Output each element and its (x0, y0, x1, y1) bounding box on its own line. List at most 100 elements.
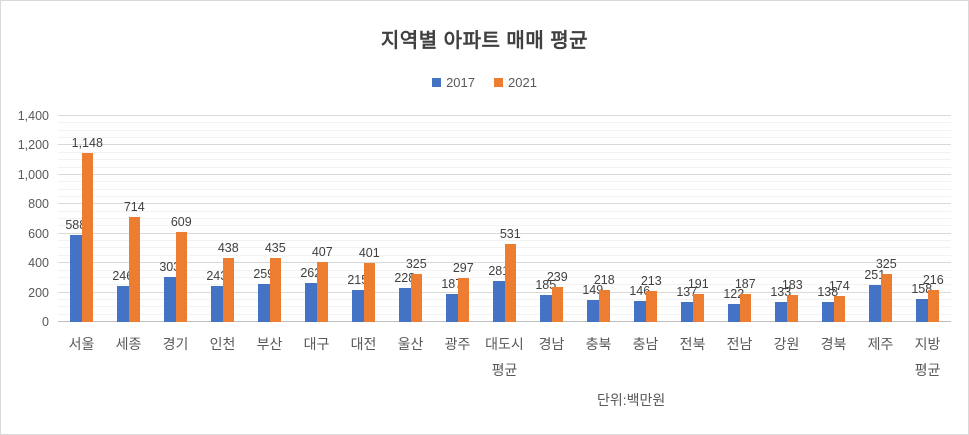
data-label-2017: 187 (441, 277, 463, 292)
x-tick-label: 대구 (303, 336, 330, 352)
gridline-major (58, 232, 951, 234)
y-tick-label: 400 (28, 256, 49, 271)
data-label-2021: 191 (687, 276, 709, 291)
data-label-2017: 185 (535, 277, 557, 292)
y-axis: 0 200 400 600 800 1,000 1,200 1,400 (1, 109, 49, 329)
bar-2017 (493, 280, 505, 322)
bar-2017 (399, 288, 411, 322)
chart-title: 지역별 아파트 매매 평균 (380, 30, 589, 52)
bar-2017 (728, 304, 740, 322)
bar-2021 (692, 293, 704, 322)
data-label-2017: 215 (347, 273, 369, 288)
gridline-major (58, 144, 951, 146)
gridline-minor (58, 151, 951, 153)
data-label-2021: 609 (170, 215, 192, 230)
x-tick-label: 충남 (632, 336, 659, 352)
bar-2021 (598, 289, 610, 322)
x-tick-label: 경기 (162, 336, 189, 352)
gridline-minor (58, 166, 951, 168)
data-label-2021: 187 (734, 277, 756, 292)
data-label-2021: 325 (875, 257, 897, 272)
bar-2021 (927, 290, 939, 322)
legend-swatch-2021-icon (494, 78, 503, 87)
bar-2021 (551, 286, 563, 322)
bar-2017 (916, 298, 928, 322)
data-label-2021: 216 (922, 273, 944, 288)
legend-label-2021: 2021 (508, 75, 537, 90)
data-label-2021: 174 (828, 279, 850, 294)
data-label-2021: 239 (546, 269, 568, 284)
x-tick-label: 울산 (397, 336, 424, 352)
gridline-minor (58, 195, 951, 197)
data-label-2021: 531 (499, 226, 521, 241)
bar-2017 (117, 285, 129, 322)
gridline-minor (58, 137, 951, 139)
data-label-2021: 213 (640, 273, 662, 288)
gridline-minor (58, 181, 951, 183)
plot-area: 588 1,148 246 714 303 609 243 438 259 435 262 407 21… (58, 115, 951, 322)
gridline-minor (58, 188, 951, 190)
bar-2021 (833, 296, 845, 322)
data-label-2021: 401 (358, 246, 380, 260)
gridline-minor (58, 210, 951, 212)
data-label-2017: 122 (723, 287, 745, 302)
bar-2021 (81, 153, 93, 322)
unit-footnote: 단위:백만원 (597, 392, 666, 408)
bar-2017 (681, 301, 693, 322)
y-tick-label: 1,200 (17, 138, 49, 153)
gridline-minor (58, 218, 951, 219)
bar-2017 (70, 235, 82, 322)
data-label-2021: 407 (311, 245, 333, 260)
bar-2021 (316, 262, 328, 322)
data-label-2021: 183 (781, 278, 803, 293)
data-label-2017: 588 (65, 218, 87, 233)
x-axis: 서울 세종 경기 인천 부산 대구 대전 울산 광주 대도시 평균 경남 충북 충남 전북 전남 강원 경북 제주… (58, 331, 951, 391)
data-label-2017: 138 (817, 284, 839, 299)
data-label-2021: 1,148 (71, 136, 103, 151)
data-label-2017: 262 (300, 266, 322, 281)
bar-2021 (269, 258, 281, 322)
x-tick-label: 광주 (444, 336, 471, 352)
x-tick-label: 부산 (256, 336, 283, 352)
bar-2017 (258, 283, 270, 322)
legend-label-2017: 2017 (446, 75, 475, 90)
gridline-minor (58, 240, 951, 242)
data-label-2017: 149 (582, 283, 604, 298)
x-tick-label: 제주 (867, 336, 894, 352)
legend-item-2021: 2021 (494, 75, 537, 90)
bar-2017 (211, 286, 223, 322)
bar-2021 (786, 295, 798, 322)
legend-swatch-2017-icon (432, 78, 442, 87)
data-label-2021: 218 (593, 272, 615, 287)
bar-2017 (446, 294, 458, 322)
x-tick-label: 전북 (679, 336, 706, 352)
bar-2021 (128, 216, 140, 322)
bar-2021 (739, 294, 751, 322)
bar-2017 (822, 301, 834, 322)
x-tick-label: 서울 (68, 336, 95, 352)
legend: 2017 2021 (1, 75, 968, 90)
bar-2021 (363, 263, 375, 322)
legend-item-2017: 2017 (432, 75, 475, 90)
gridline-major (58, 115, 951, 116)
data-label-2017: 251 (864, 268, 886, 283)
data-label-2021: 438 (217, 240, 239, 255)
x-tick-label: 지방 평균 (914, 336, 941, 378)
data-label-2017: 137 (676, 284, 698, 299)
bar-2017 (164, 277, 176, 322)
bar-2017 (869, 285, 881, 322)
data-label-2017: 281 (488, 263, 510, 278)
x-tick-label: 경북 (820, 336, 847, 352)
gridline-major (58, 173, 951, 175)
data-label-2017: 243 (206, 269, 228, 284)
data-label-2017: 246 (112, 268, 134, 283)
bar-2017 (775, 302, 787, 322)
bar-2021 (504, 243, 516, 322)
data-label-2017: 303 (159, 260, 181, 275)
data-label-2017: 133 (770, 285, 792, 300)
x-tick-label: 세종 (115, 336, 142, 352)
bar-2017 (540, 294, 552, 322)
data-label-2017: 146 (629, 283, 651, 298)
x-tick-label: 경남 (538, 336, 565, 352)
